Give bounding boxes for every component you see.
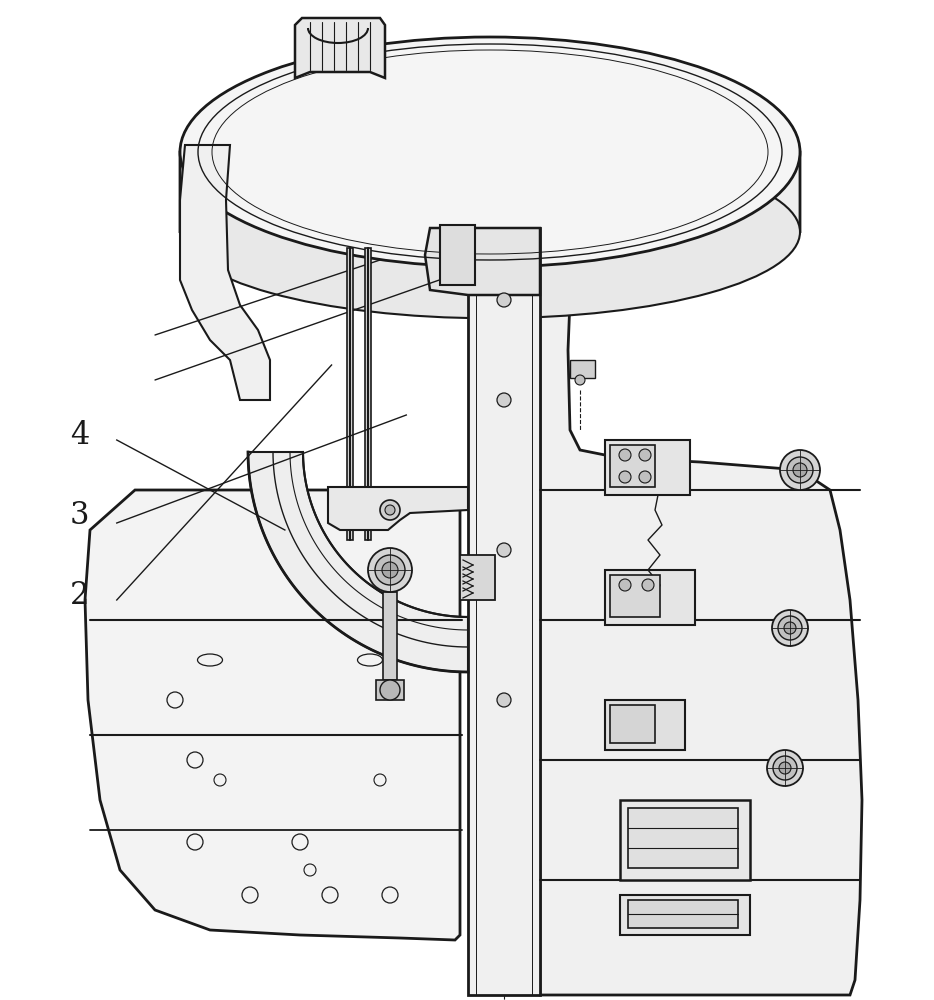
Bar bbox=[628, 900, 738, 928]
Circle shape bbox=[772, 610, 808, 646]
Ellipse shape bbox=[180, 37, 800, 267]
Circle shape bbox=[380, 680, 400, 700]
Circle shape bbox=[619, 449, 631, 461]
Polygon shape bbox=[365, 248, 371, 540]
Bar bbox=[628, 808, 738, 868]
Circle shape bbox=[779, 762, 791, 774]
Circle shape bbox=[787, 457, 813, 483]
Circle shape bbox=[619, 471, 631, 483]
Bar bbox=[460, 555, 495, 600]
Circle shape bbox=[497, 293, 511, 307]
Circle shape bbox=[497, 543, 511, 557]
Polygon shape bbox=[180, 152, 800, 240]
Bar bbox=[620, 800, 750, 880]
Bar bbox=[605, 440, 690, 495]
Polygon shape bbox=[383, 592, 397, 680]
Polygon shape bbox=[540, 228, 862, 995]
Bar bbox=[610, 575, 660, 617]
Bar bbox=[610, 445, 655, 487]
Polygon shape bbox=[425, 228, 540, 295]
Polygon shape bbox=[440, 225, 475, 285]
Polygon shape bbox=[468, 228, 540, 995]
Polygon shape bbox=[85, 490, 460, 940]
Circle shape bbox=[773, 756, 797, 780]
Circle shape bbox=[642, 579, 654, 591]
Bar bbox=[605, 570, 695, 625]
Circle shape bbox=[793, 463, 807, 477]
Circle shape bbox=[368, 548, 412, 592]
Bar bbox=[610, 705, 655, 743]
Polygon shape bbox=[328, 487, 468, 530]
Circle shape bbox=[375, 555, 405, 585]
Bar bbox=[570, 360, 595, 378]
Polygon shape bbox=[180, 145, 270, 400]
Text: 3: 3 bbox=[70, 499, 89, 530]
Circle shape bbox=[784, 622, 796, 634]
Ellipse shape bbox=[180, 146, 800, 318]
Circle shape bbox=[780, 450, 820, 490]
Text: 4: 4 bbox=[70, 420, 89, 450]
Circle shape bbox=[382, 562, 398, 578]
Polygon shape bbox=[347, 248, 353, 540]
Circle shape bbox=[385, 505, 395, 515]
Circle shape bbox=[619, 579, 631, 591]
Polygon shape bbox=[248, 452, 468, 672]
Circle shape bbox=[767, 750, 803, 786]
Circle shape bbox=[380, 500, 400, 520]
Bar bbox=[605, 700, 685, 750]
Circle shape bbox=[497, 693, 511, 707]
Polygon shape bbox=[295, 18, 385, 78]
Circle shape bbox=[639, 449, 651, 461]
Polygon shape bbox=[376, 680, 404, 700]
Text: 2: 2 bbox=[70, 580, 89, 610]
Circle shape bbox=[497, 393, 511, 407]
Circle shape bbox=[778, 616, 802, 640]
Circle shape bbox=[639, 471, 651, 483]
Bar bbox=[620, 895, 750, 935]
Circle shape bbox=[575, 375, 585, 385]
